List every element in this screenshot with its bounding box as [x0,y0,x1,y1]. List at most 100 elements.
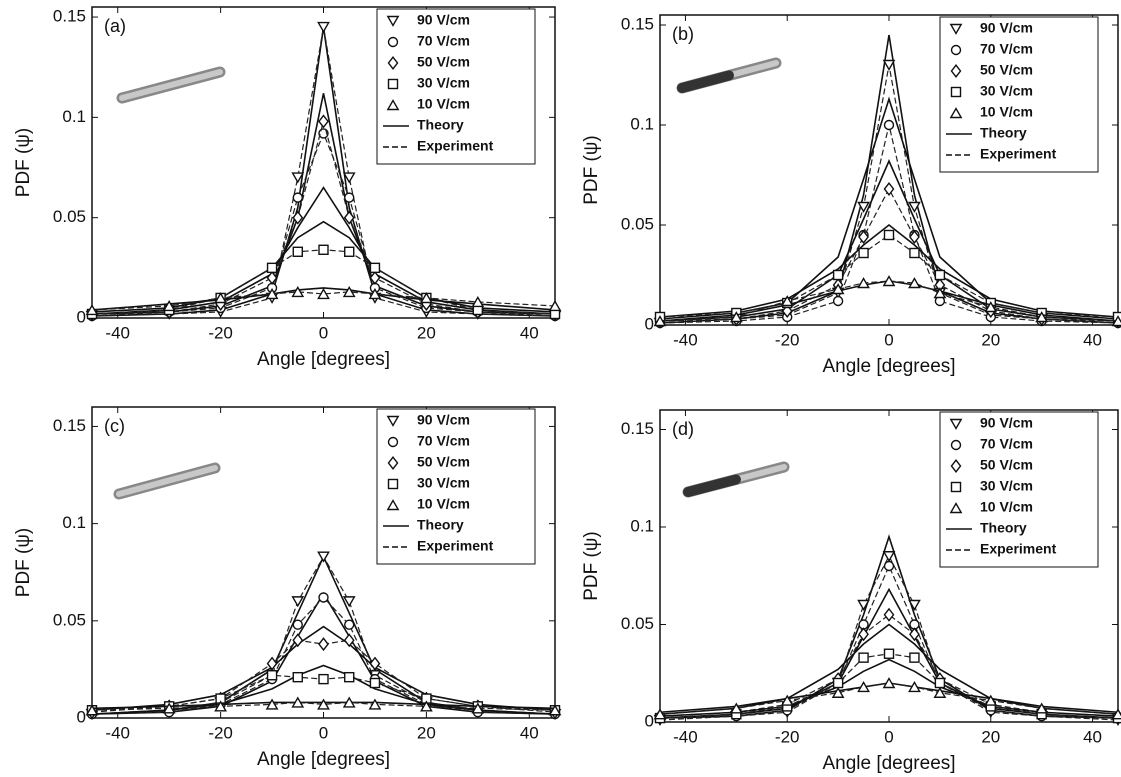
theory-line [91,664,556,715]
x-tick-label: 20 [981,330,1000,349]
marker [949,23,963,35]
y-tick-label: 0.15 [53,7,86,26]
marker [883,119,895,131]
marker [266,270,278,285]
marker [214,700,227,712]
y-tick-label: 0.05 [621,614,654,633]
marker [317,21,330,33]
marker [368,698,382,710]
marker [318,673,329,685]
marker [882,59,896,71]
marker [883,648,895,659]
marker [832,269,844,281]
x-tick-label: -40 [105,723,130,742]
panel: -40 -20 0 20 40 0 0.05 0.1 0.15 (b) Angle [degrees… [581,14,1121,377]
panel: -40 -20 0 20 40 0 0.05 0.1 0.15 (a) Angle [degrees… [13,6,562,370]
marker [950,439,962,451]
rod-dark-half [677,70,734,93]
marker [653,708,667,720]
marker [85,704,99,716]
marker [729,702,743,714]
experiment-line [659,682,1119,715]
marker [386,415,400,427]
theory-line [659,159,1119,322]
marker [909,230,920,244]
marker [883,607,895,622]
x-tick-label: -20 [775,330,800,349]
panel: -40 -20 0 20 40 0 0.05 0.1 0.15 (d) Angle [degrees… [581,409,1121,774]
theory-line [91,93,556,315]
marker [368,288,382,300]
marker [265,288,279,300]
marker [162,702,176,714]
marker [831,686,845,698]
legend-label: 70 V/cm [980,436,1033,452]
x-tick-label: -40 [673,330,698,349]
marker [369,677,381,689]
marker [858,247,869,259]
legend-label: Theory [980,125,1027,141]
x-tick-label: 40 [1083,727,1102,746]
marker [950,459,962,473]
y-tick-label: 0 [77,307,86,326]
marker [386,15,400,27]
y-tick-label: 0.1 [62,107,86,126]
marker [933,686,947,698]
theory-line [659,223,1119,318]
y-tick-label: 0.05 [621,214,654,233]
marker [882,551,896,563]
marker [950,44,962,56]
marker [344,619,355,630]
marker [831,283,845,295]
marker [369,656,381,671]
x-axis-label: Angle [degrees] [822,753,955,774]
rod-icons [113,57,790,500]
rod-highlight [726,60,779,79]
legend-label: 10 V/cm [980,499,1033,515]
marker [162,300,176,312]
theory-line [659,587,1119,719]
marker [984,694,998,706]
marker [883,229,895,241]
panel-label: (a) [104,16,126,36]
marker [292,619,303,630]
marker [318,637,329,652]
y-tick-label: 0.15 [621,14,654,33]
x-tick-label: 20 [417,723,436,742]
marker [292,210,304,225]
marker [949,502,963,514]
y-axis-label: PDF (ψ) [13,528,34,597]
y-tick-label: 0.1 [62,513,86,532]
marker [266,670,278,681]
rod-highlight [119,69,223,101]
legend-label: 50 V/cm [980,62,1033,78]
legend-label: 10 V/cm [980,104,1033,120]
marker [265,698,279,710]
x-tick-label: 0 [884,727,893,746]
experiment-line [659,554,1119,721]
x-tick-label: -20 [208,723,233,742]
panel-label: (c) [104,416,125,436]
marker [729,311,743,323]
marker [291,172,305,184]
x-tick-label: 40 [520,323,539,342]
experiment-line [91,701,556,711]
marker [857,680,870,693]
marker [909,652,920,663]
panel: -40 -20 0 20 40 0 0.05 0.1 0.15 (c) Angle [degrees… [13,406,562,770]
legend-label: 50 V/cm [417,54,470,70]
marker [882,677,896,689]
y-tick-label: 0.05 [53,207,86,226]
legend-box [939,411,1099,568]
x-tick-label: -20 [775,727,800,746]
marker [548,300,562,312]
marker [292,246,303,257]
x-tick-label: 0 [884,330,893,349]
y-axis-label: PDF (ψ) [581,135,602,204]
marker [858,652,869,663]
legend-label: 50 V/cm [417,454,470,470]
marker [318,592,329,603]
marker [387,36,399,48]
theory-line [91,592,556,715]
marker [548,704,562,716]
